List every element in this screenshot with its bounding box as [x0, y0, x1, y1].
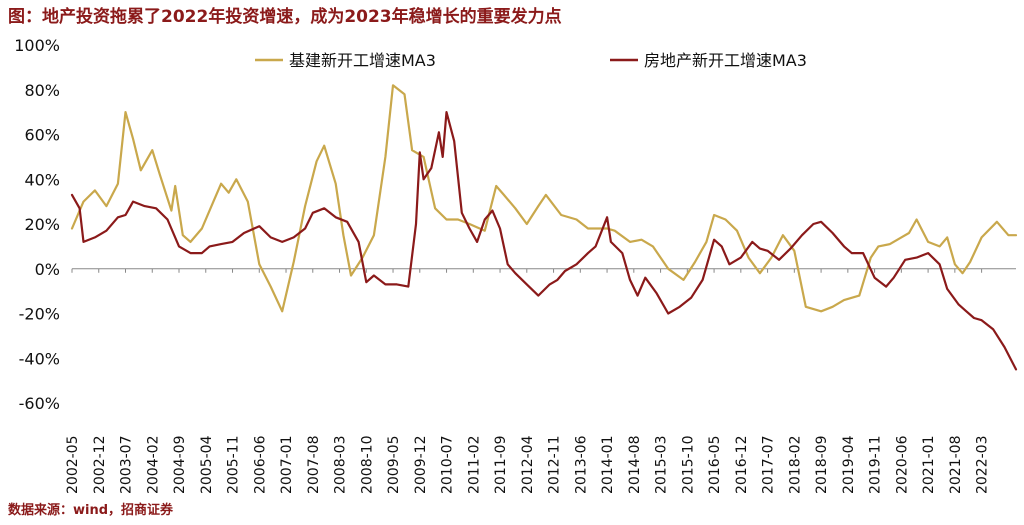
x-tick-label: 2021-08 — [948, 436, 964, 495]
x-tick-label: 2011-02 — [466, 436, 482, 495]
x-tick-label: 2016-05 — [707, 436, 723, 495]
x-tick-label: 2017-07 — [761, 436, 777, 495]
x-tick-label: 2005-11 — [226, 436, 242, 495]
x-tick-label: 2009-12 — [413, 436, 429, 495]
x-tick-label: 2009-05 — [386, 436, 402, 495]
x-tick-label: 2007-08 — [306, 436, 322, 495]
y-axis-tick-labels: 100% 80% 60% 40% 20% 0% -20% -40% -60% — [14, 36, 60, 413]
x-tick-label: 2011-09 — [493, 436, 509, 495]
x-tick-label: 2019-11 — [868, 436, 884, 495]
x-tick-label: 2012-11 — [547, 436, 563, 495]
legend-label-2: 房地产新开工增速MA3 — [644, 51, 807, 70]
x-tick-label: 2012-04 — [520, 435, 536, 494]
x-tick-label: 2010-07 — [440, 436, 456, 495]
y-tick-label: 20% — [24, 215, 60, 234]
y-tick-label: 0% — [35, 260, 60, 279]
x-tick-label: 2015-03 — [654, 436, 670, 495]
y-tick-label: -60% — [19, 394, 60, 413]
x-tick-label: 2018-02 — [787, 436, 803, 495]
chart-title: 图：地产投资拖累了2022年投资增速，成为2023年稳增长的重要发力点 — [8, 7, 562, 27]
y-tick-label: 80% — [24, 81, 60, 100]
series-line-1 — [70, 84, 1018, 313]
y-tick-label: 100% — [14, 36, 60, 55]
x-tick-label: 2016-12 — [734, 436, 750, 495]
x-tick-label: 2008-03 — [333, 436, 349, 495]
x-tick-label: 2004-09 — [172, 436, 188, 495]
y-tick-label: 40% — [24, 170, 60, 189]
x-tick-label: 2020-06 — [894, 435, 910, 494]
x-tick-label: 2002-12 — [92, 436, 108, 495]
x-tick-label: 2019-04 — [841, 435, 857, 494]
x-tick-label: 2018-09 — [814, 436, 830, 495]
x-tick-label: 2022-03 — [975, 435, 991, 494]
legend: 基建新开工增速MA3 房地产新开工增速MA3 — [255, 51, 807, 70]
x-tick-label: 2003-07 — [119, 436, 135, 495]
source-note: 数据来源：wind，招商证券 — [8, 503, 174, 518]
series-lines — [70, 84, 1018, 371]
x-axis-ticks — [71, 268, 983, 273]
x-tick-label: 2002-05 — [65, 436, 81, 495]
x-tick-label: 2014-01 — [600, 436, 616, 495]
legend-label-1: 基建新开工增速MA3 — [289, 51, 436, 70]
x-tick-label: 2013-06 — [573, 435, 589, 494]
series-line-2 — [70, 110, 1018, 371]
x-tick-label: 2015-10 — [680, 436, 696, 495]
x-tick-label: 2007-01 — [279, 436, 295, 495]
x-tick-label: 2008-10 — [359, 436, 375, 495]
x-tick-label: 2004-02 — [145, 436, 161, 495]
x-tick-label: 2014-08 — [627, 436, 643, 495]
y-tick-label: 60% — [24, 126, 60, 145]
x-tick-label: 2021-01 — [921, 436, 937, 495]
x-tick-label: 2006-06 — [252, 435, 268, 494]
x-axis-tick-labels: 2002-05 2002-12 2003-07 2004-02 2004-09 2005-… — [65, 435, 991, 494]
x-tick-label: 2005-04 — [199, 435, 215, 494]
y-tick-label: -20% — [19, 305, 60, 324]
y-tick-label: -40% — [19, 349, 60, 368]
